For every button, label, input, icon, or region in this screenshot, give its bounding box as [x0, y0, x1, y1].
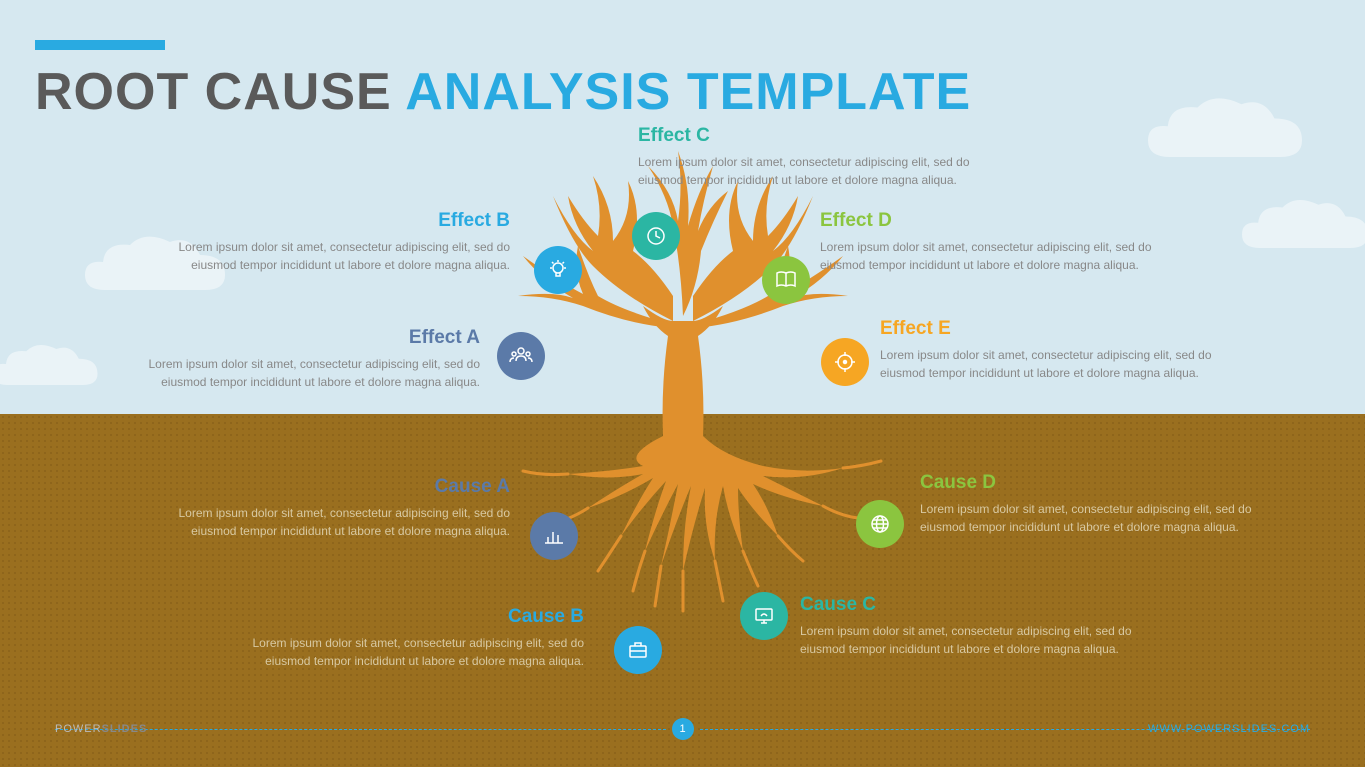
cause-c-desc: Lorem ipsum dolor sit amet, consectetur …: [800, 622, 1150, 658]
effect-e-block: Effect E Lorem ipsum dolor sit amet, cons…: [880, 318, 1250, 382]
cause-b-block: Cause B Lorem ipsum dolor sit amet, conse…: [234, 606, 584, 670]
cause-d-block: Cause D Lorem ipsum dolor sit amet, conse…: [920, 472, 1290, 536]
effect-c-icon: [632, 212, 680, 260]
cloud-decoration: [1215, 190, 1365, 270]
footer: 1 POWERSLIDES WWW.POWERSLIDES.COM: [0, 719, 1365, 739]
cause-d-desc: Lorem ipsum dolor sit amet, consectetur …: [920, 500, 1270, 536]
cause-a-block: Cause A Lorem ipsum dolor sit amet, conse…: [160, 476, 510, 540]
title-accent-bar: [35, 40, 165, 50]
effect-c-label: Effect C: [638, 125, 1008, 147]
title-part1: ROOT CAUSE: [35, 63, 392, 121]
cause-c-block: Cause C Lorem ipsum dolor sit amet, conse…: [800, 594, 1170, 658]
cause-c-label: Cause C: [800, 594, 1170, 616]
slide: ROOT CAUSE ANALYSIS TEMPLATE: [0, 0, 1365, 767]
effect-b-block: Effect B Lorem ipsum dolor sit amet, cons…: [160, 210, 510, 274]
cause-a-desc: Lorem ipsum dolor sit amet, consectetur …: [160, 504, 510, 540]
effect-a-icon: [497, 332, 545, 380]
effect-d-block: Effect D Lorem ipsum dolor sit amet, cons…: [820, 210, 1190, 274]
cause-d-icon: [856, 500, 904, 548]
effect-b-desc: Lorem ipsum dolor sit amet, consectetur …: [160, 238, 510, 274]
cause-b-label: Cause B: [234, 606, 584, 628]
page-number: 1: [679, 723, 685, 735]
effect-e-desc: Lorem ipsum dolor sit amet, consectetur …: [880, 346, 1230, 382]
effect-d-desc: Lorem ipsum dolor sit amet, consectetur …: [820, 238, 1170, 274]
page-number-badge: 1: [672, 718, 694, 740]
effect-e-label: Effect E: [880, 318, 1250, 340]
effect-d-icon: [762, 256, 810, 304]
effect-e-icon: [821, 338, 869, 386]
effect-d-label: Effect D: [820, 210, 1190, 232]
cloud-decoration: [1115, 90, 1335, 180]
cause-d-label: Cause D: [920, 472, 1290, 494]
cause-a-icon: [530, 512, 578, 560]
effect-a-desc: Lorem ipsum dolor sit amet, consectetur …: [130, 355, 480, 391]
brand-left: POWERSLIDES: [55, 723, 147, 735]
effect-a-block: Effect A Lorem ipsum dolor sit amet, cons…: [130, 327, 480, 391]
effect-b-icon: [534, 246, 582, 294]
cause-b-desc: Lorem ipsum dolor sit amet, consectetur …: [234, 634, 584, 670]
cause-c-icon: [740, 592, 788, 640]
effect-b-label: Effect B: [160, 210, 510, 232]
cause-b-icon: [614, 626, 662, 674]
effect-a-label: Effect A: [130, 327, 480, 349]
brand-right: WWW.POWERSLIDES.COM: [1148, 723, 1310, 735]
effect-c-block: Effect C Lorem ipsum dolor sit amet, cons…: [638, 125, 1008, 189]
cloud-decoration: [0, 340, 120, 400]
cause-a-label: Cause A: [160, 476, 510, 498]
effect-c-desc: Lorem ipsum dolor sit amet, consectetur …: [638, 153, 988, 189]
